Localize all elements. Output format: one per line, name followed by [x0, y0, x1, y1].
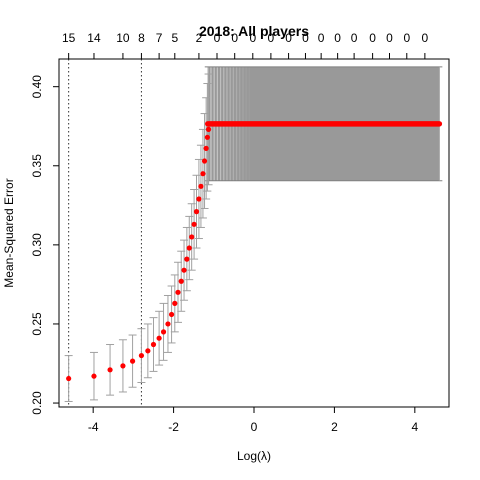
x-axis: -4 -2 0 2 4	[88, 406, 418, 434]
top-tick-label: 0	[285, 31, 292, 45]
mse-point	[145, 348, 151, 354]
y-tick-label: 0.35	[30, 154, 44, 178]
top-tick-label: 5	[171, 31, 178, 45]
mse-point	[156, 335, 162, 341]
top-tick-label: 10	[116, 31, 130, 45]
mse-point	[201, 158, 208, 164]
mse-point	[205, 126, 212, 132]
top-tick-label: 0	[231, 31, 238, 45]
top-tick-label: 0	[369, 31, 376, 45]
chart-title: 2018: All players	[199, 23, 309, 39]
mse-point	[184, 256, 190, 262]
y-tick-label: 0.40	[30, 75, 44, 99]
y-tick-label: 0.25	[30, 312, 44, 336]
mse-point	[150, 341, 157, 348]
top-tick-label: 14	[87, 31, 101, 45]
mse-point	[168, 311, 175, 318]
top-tick-label: 0	[422, 31, 429, 45]
x-tick-label: 2	[331, 420, 338, 434]
y-tick-label: 0.30	[30, 233, 44, 257]
y-axis-title: Mean-Squared Error	[2, 178, 16, 287]
mse-point	[160, 329, 167, 335]
mse-point	[129, 358, 136, 364]
x-tick-label: -2	[168, 420, 179, 434]
mse-point	[165, 321, 171, 327]
x-tick-label: -4	[88, 420, 99, 434]
mse-point	[204, 134, 210, 140]
top-tick-label: 0	[318, 31, 325, 45]
mse-point	[172, 300, 178, 306]
top-axis: 15 14 10 8 7 5 2 0 0 0 0 0 0 0 0 0 0 0 0 0	[62, 31, 429, 60]
mse-point	[66, 375, 72, 382]
top-tick-label: 15	[62, 31, 76, 45]
top-tick-label: 0	[334, 31, 341, 45]
mse-point	[107, 367, 113, 373]
mse-point	[186, 245, 192, 251]
y-tick-label: 0.20	[30, 391, 44, 415]
x-axis-title: Log(λ)	[237, 449, 271, 463]
mse-point	[198, 183, 204, 189]
top-tick-label: 7	[156, 31, 163, 45]
top-tick-label: 0	[351, 31, 358, 45]
data-points	[66, 121, 443, 382]
top-tick-label: 0	[302, 31, 309, 45]
mse-point	[91, 373, 97, 379]
mse-point	[193, 209, 200, 215]
top-tick-label: 0	[214, 31, 221, 45]
mse-point	[138, 352, 145, 359]
mse-point	[200, 171, 206, 177]
mse-point	[181, 267, 187, 273]
mse-point	[175, 289, 181, 295]
top-tick-label: 0	[386, 31, 393, 45]
mse-point	[203, 145, 209, 151]
mse-point	[196, 196, 202, 202]
top-tick-label: 0	[268, 31, 275, 45]
top-tick-label: 0	[403, 31, 410, 45]
top-tick-label: 0	[249, 31, 256, 45]
y-axis: 0.20 0.25 0.30 0.35 0.40	[30, 75, 60, 415]
x-tick-label: 0	[251, 420, 258, 434]
mse-point	[189, 234, 195, 240]
mse-point	[178, 278, 184, 284]
mse-point	[191, 221, 197, 227]
x-tick-label: 4	[411, 420, 418, 434]
mse-point	[120, 363, 126, 369]
top-tick-label: 2	[196, 31, 203, 45]
top-tick-label: 8	[138, 31, 145, 45]
